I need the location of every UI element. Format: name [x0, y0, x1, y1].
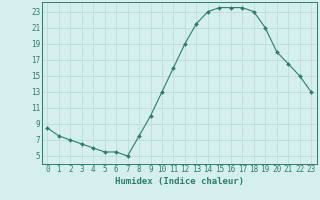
X-axis label: Humidex (Indice chaleur): Humidex (Indice chaleur) — [115, 177, 244, 186]
